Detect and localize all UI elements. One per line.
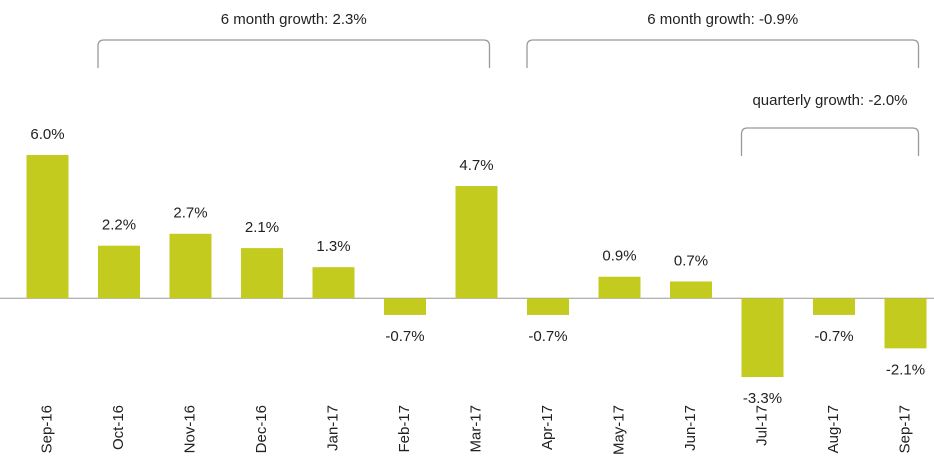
data-label: -0.7% [528, 328, 567, 345]
data-label: 0.7% [674, 252, 708, 269]
data-label: 2.7% [173, 205, 207, 222]
data-label: 2.2% [102, 217, 136, 234]
bar [455, 186, 498, 299]
bar [884, 298, 927, 349]
data-label: 6.0% [30, 126, 64, 143]
bracket [740, 127, 920, 156]
x-tick-label: Nov-16 [181, 405, 198, 453]
data-label: -0.7% [385, 328, 424, 345]
x-tick-label: Oct-16 [110, 405, 127, 450]
x-tick-label: Jun-17 [682, 405, 699, 451]
bar [169, 233, 212, 299]
data-label: 2.1% [245, 219, 279, 236]
bar [26, 155, 69, 299]
bar [384, 298, 426, 315]
x-tick-label: Sep-16 [38, 405, 55, 453]
x-tick-label: Aug-17 [825, 405, 842, 453]
x-tick-label: Mar-17 [467, 405, 484, 453]
bar [312, 267, 355, 299]
bar [741, 298, 784, 377]
bar [98, 245, 140, 299]
bar [813, 298, 855, 315]
x-tick-label: Sep-17 [896, 405, 913, 453]
annotation: 6 month growth: -0.9% [647, 11, 798, 28]
x-tick-label: Jan-17 [324, 405, 341, 451]
bracket [526, 39, 920, 68]
data-label: -2.1% [886, 361, 925, 378]
bar [670, 281, 712, 299]
x-tick-label: May-17 [610, 405, 627, 455]
bracket [97, 39, 491, 68]
bar [241, 248, 283, 299]
data-label: 0.9% [602, 248, 636, 265]
bar [527, 298, 569, 315]
annotation: quarterly growth: -2.0% [752, 92, 907, 109]
bar [598, 276, 641, 299]
annotation: 6 month growth: 2.3% [221, 11, 367, 28]
x-tick-label: Apr-17 [539, 405, 556, 450]
data-label: -3.3% [743, 390, 782, 407]
x-tick-label: Feb-17 [396, 405, 413, 453]
x-tick-label: Dec-16 [253, 405, 270, 453]
data-label: 1.3% [316, 238, 350, 255]
x-tick-label: Jul-17 [753, 405, 770, 446]
data-label: 4.7% [459, 157, 493, 174]
data-label: -0.7% [814, 328, 853, 345]
